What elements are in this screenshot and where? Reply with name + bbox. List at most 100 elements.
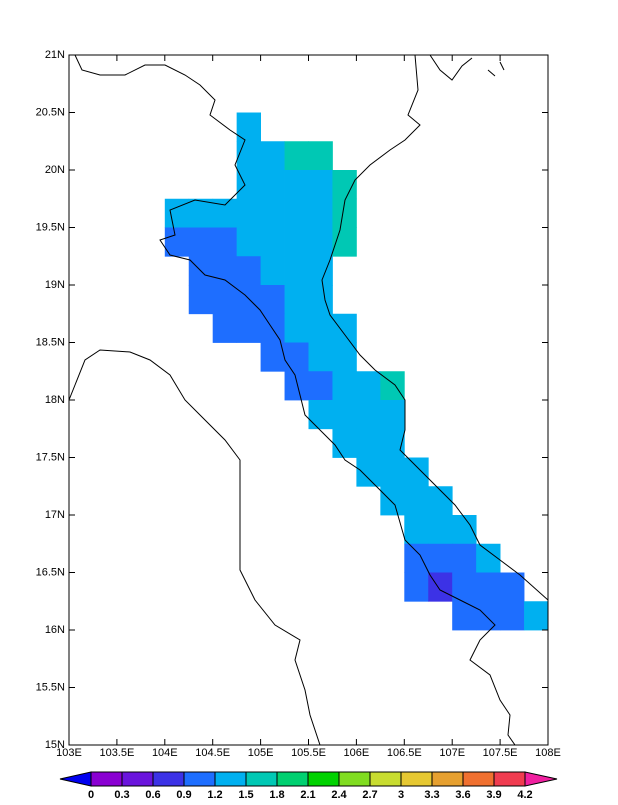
grid-cell — [452, 515, 477, 545]
grid-cell — [212, 285, 238, 315]
y-tick-label: 17N — [45, 509, 65, 521]
grid-cell — [284, 313, 309, 343]
grid-cell — [260, 170, 285, 200]
grid-cell — [308, 198, 333, 228]
grid-cell — [260, 198, 285, 228]
grid-cell — [260, 285, 285, 315]
colorbar-label: 2.4 — [331, 789, 347, 800]
grid-cell — [380, 400, 405, 430]
y-tick-label: 17.5N — [36, 451, 65, 463]
grid-cell — [284, 256, 309, 286]
data-cells — [164, 112, 549, 631]
coastline — [429, 55, 505, 81]
grid-cell — [284, 170, 309, 200]
grid-cell — [428, 572, 453, 602]
border — [69, 349, 321, 745]
colorbar-label: 0.9 — [176, 789, 191, 800]
grid-cell — [404, 543, 429, 573]
colorbar-label: 0.6 — [145, 789, 160, 800]
colorbar-label: 4.2 — [517, 789, 532, 800]
colorbar-triangle — [59, 771, 92, 787]
colorbar-box — [338, 771, 371, 787]
grid-cell — [332, 227, 357, 257]
grid-cell — [380, 371, 405, 401]
grid-cell — [212, 256, 238, 286]
grid-cell — [356, 428, 381, 458]
x-tick-label: 106.5E — [387, 747, 422, 759]
coastlines — [69, 55, 548, 745]
colorbar-box — [183, 771, 216, 787]
grid-cell — [164, 198, 190, 228]
y-tick-label: 15.5N — [36, 681, 65, 693]
grid-cell — [332, 342, 357, 372]
grid-cell — [428, 543, 453, 573]
grid-cell — [452, 543, 477, 573]
grid-cell — [260, 342, 285, 372]
grid-cell — [236, 256, 261, 286]
colorbar-box — [493, 771, 526, 787]
x-tick-label: 103E — [56, 747, 82, 759]
grid-cell — [260, 141, 285, 171]
grid-cell — [404, 515, 429, 545]
x-tick-label: 107.5E — [483, 747, 518, 759]
grid-cell — [284, 342, 309, 372]
grid-cell — [500, 572, 525, 602]
grid-cell — [212, 227, 238, 257]
colorbar-label: 3.9 — [486, 789, 501, 800]
colorbar-box — [462, 771, 495, 787]
grid-cell — [236, 198, 261, 228]
grid-cell — [476, 601, 501, 631]
grid-cell — [452, 601, 477, 631]
y-tick-label: 15N — [45, 739, 65, 751]
colorbar-label: 3.3 — [424, 789, 439, 800]
colorbar-box — [214, 771, 247, 787]
grid-cell — [308, 227, 333, 257]
grid-cell — [188, 198, 214, 228]
border — [74, 55, 516, 745]
grid-cell — [380, 486, 405, 516]
grid-cell — [308, 342, 333, 372]
grid-cell — [236, 170, 261, 200]
y-tick-label: 18N — [45, 394, 65, 406]
grid-cell — [236, 141, 261, 171]
grid-cell — [284, 371, 309, 401]
grid-cell — [332, 313, 357, 343]
y-tick-label: 20.5N — [36, 106, 65, 118]
x-tick-label: 104.5E — [195, 747, 230, 759]
x-tick-label: 105E — [248, 747, 274, 759]
x-tick-label: 107E — [439, 747, 465, 759]
grid-cell — [524, 601, 549, 631]
grid-cell — [284, 285, 309, 315]
coastline — [321, 55, 548, 601]
y-tick-label: 18.5N — [36, 336, 65, 348]
grid-cell — [236, 313, 261, 343]
x-tick-label: 104E — [152, 747, 178, 759]
grid-cell — [260, 227, 285, 257]
grid-cell — [356, 457, 381, 487]
colorbar-box — [400, 771, 433, 787]
grid-cell — [212, 313, 238, 343]
colorbar-label: 3.6 — [455, 789, 470, 800]
y-tick-label: 16N — [45, 624, 65, 636]
grid-cell — [308, 285, 333, 315]
grid-cell — [308, 313, 333, 343]
grid-cell — [332, 400, 357, 430]
colorbar-box — [307, 771, 340, 787]
colorbar-label: 2.7 — [362, 789, 377, 800]
colorbar-label: 0.3 — [114, 789, 129, 800]
grid-cell — [332, 371, 357, 401]
grid-cell — [428, 515, 453, 545]
colorbar-label: 1.5 — [238, 789, 253, 800]
colorbar-box — [121, 771, 154, 787]
grid-cell — [404, 486, 429, 516]
grid-cell — [356, 371, 381, 401]
colorbar-triangle — [524, 771, 558, 787]
y-tick-label: 20N — [45, 164, 65, 176]
y-tick-label: 16.5N — [36, 566, 65, 578]
grid-cell — [332, 428, 357, 458]
axes: 103E 103.5E 104E 104.5E 105E 105.5E 106E 106.5E… — [36, 49, 561, 759]
grid-cell — [236, 227, 261, 257]
grid-cell — [476, 572, 501, 602]
grid-cell — [404, 457, 429, 487]
